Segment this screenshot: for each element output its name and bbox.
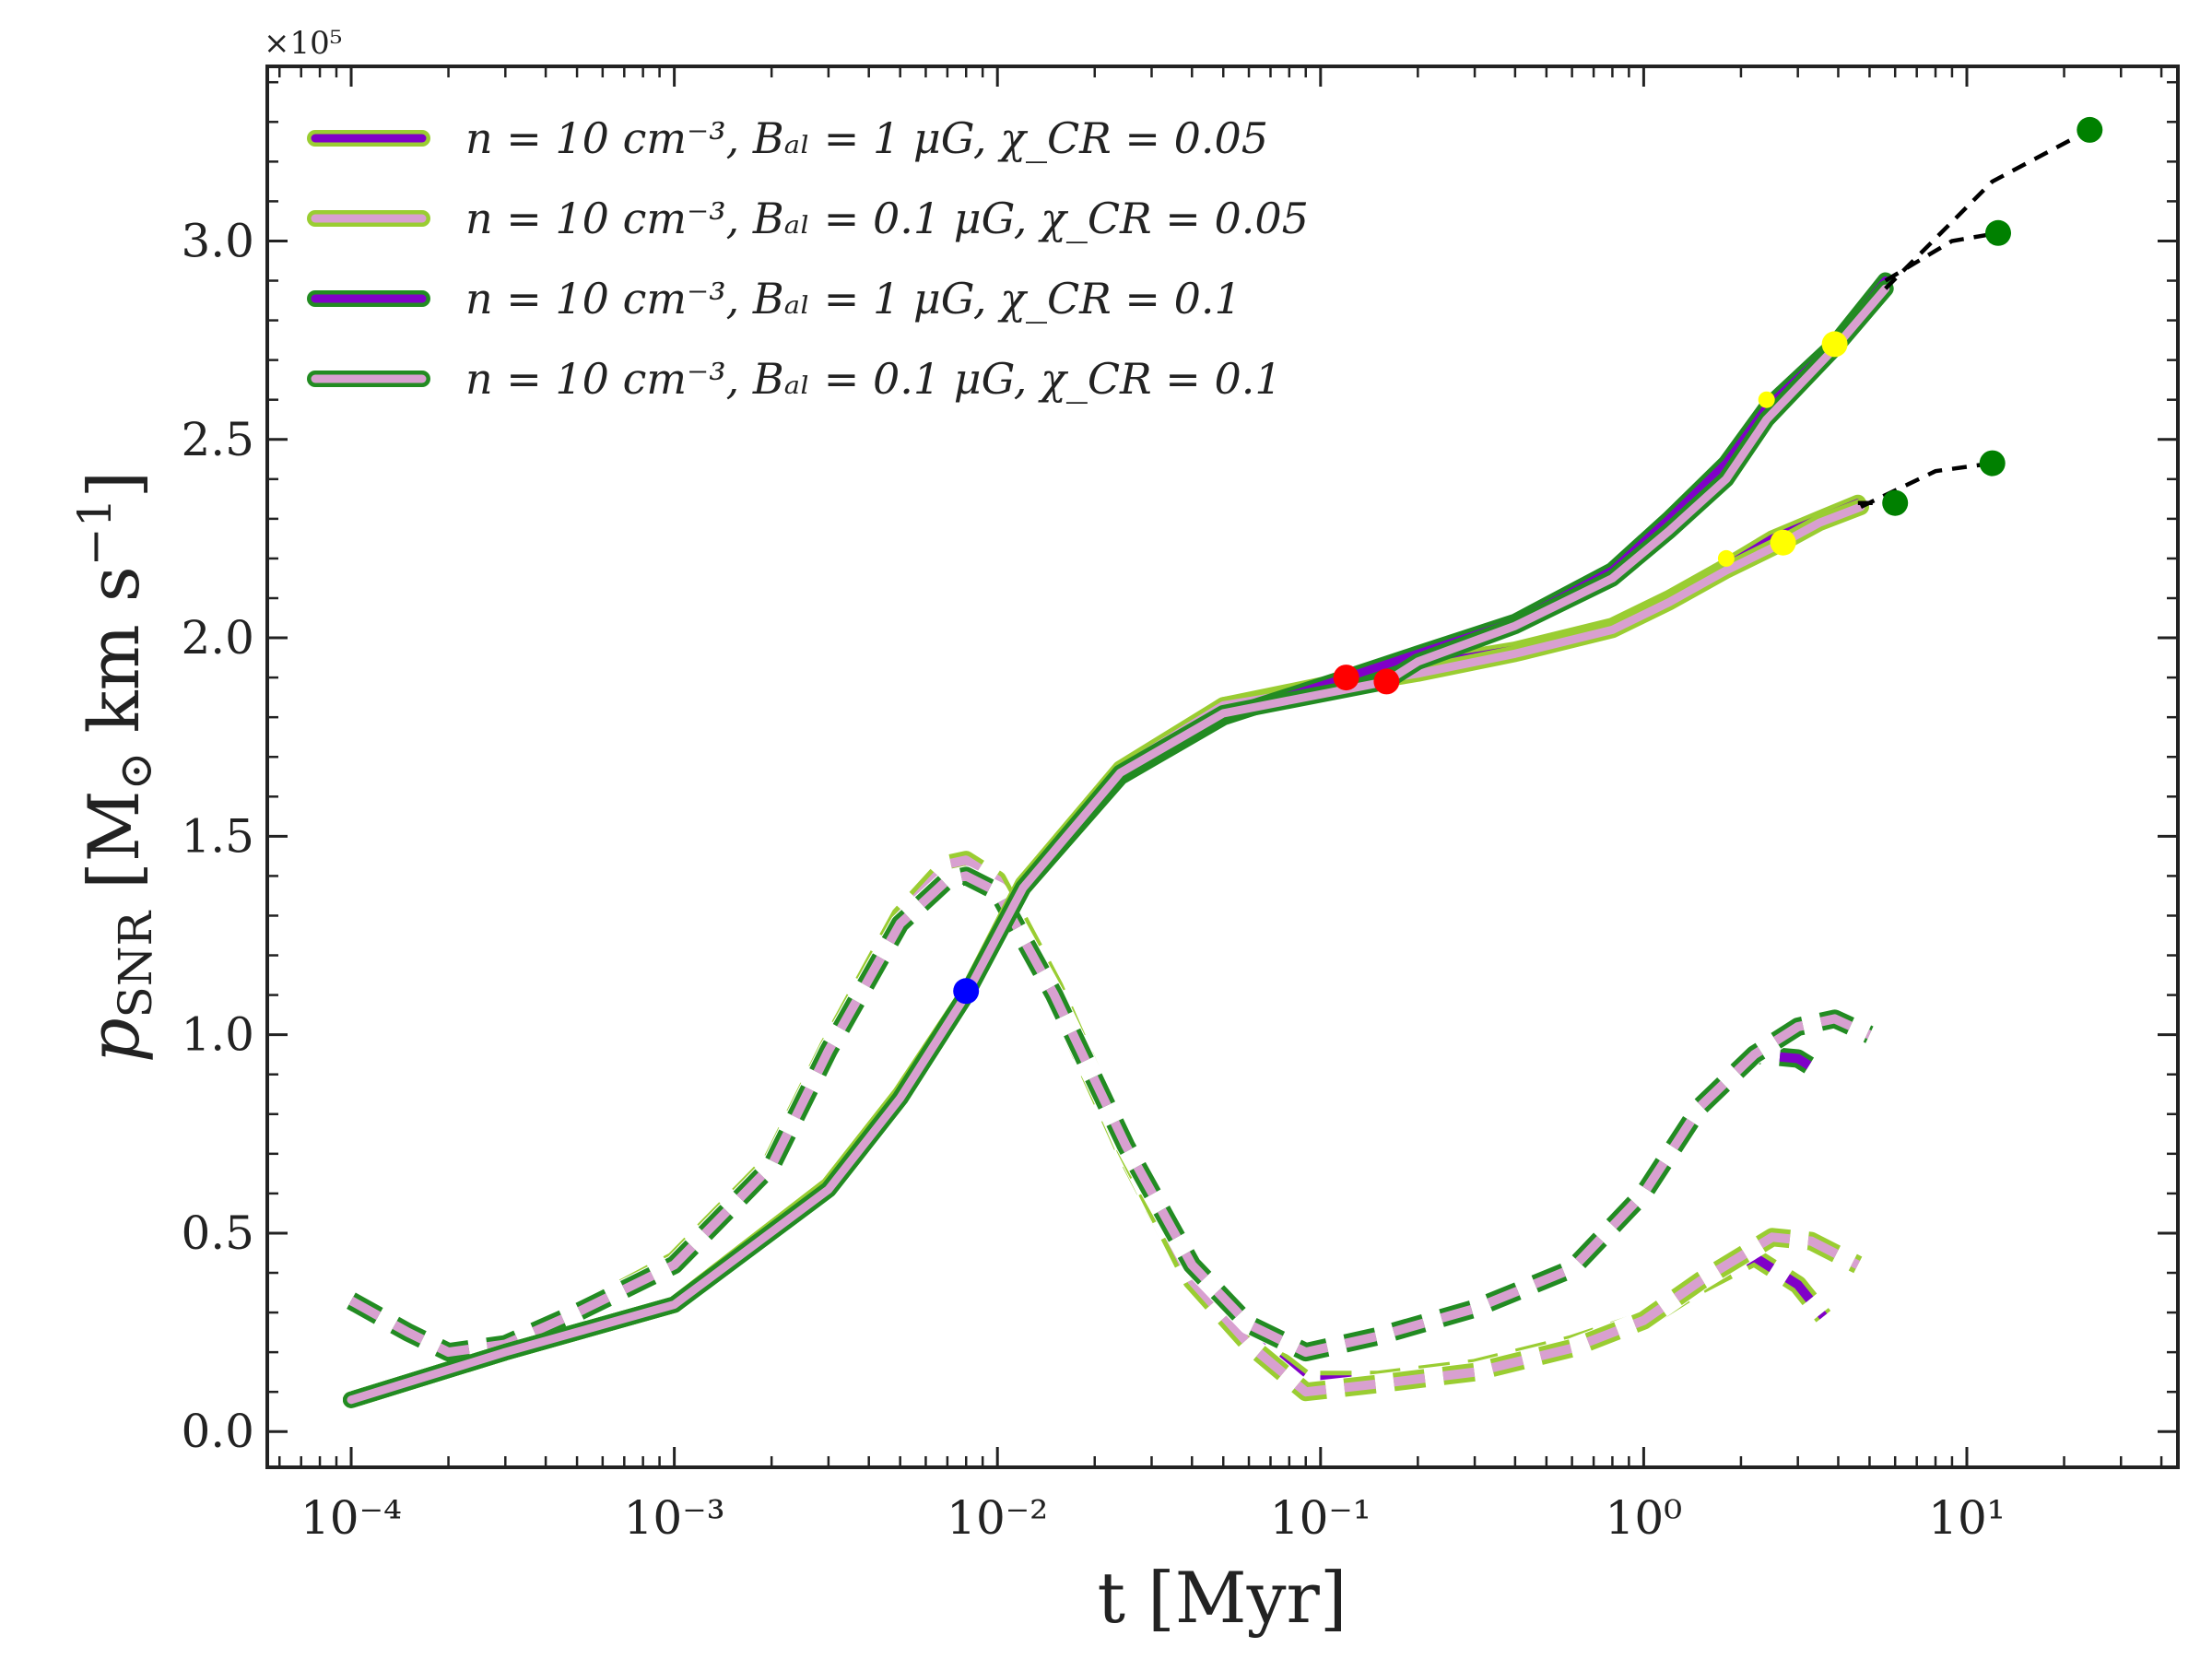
series-1-marker-1: [1717, 549, 1735, 567]
legend-label-3: n = 10 cm⁻³, Bₐₗ = 1 μG, χ_CR = 0.1: [465, 274, 1241, 324]
series-4-continuation-line: [1884, 127, 2091, 290]
x-tick-label: 10⁻¹: [1270, 1491, 1371, 1545]
transition-marker-1: [953, 978, 980, 1005]
series-2-marker-2: [1979, 450, 2006, 477]
x-tick-label: 10⁻²: [947, 1491, 1048, 1545]
y-axis-title-close: ]: [73, 471, 155, 499]
svg-text:pSNR[M⊙km s−1]: pSNR [M⊙ km s−1]: [68, 471, 162, 1063]
legend-label-1: n = 10 cm⁻³, Bₐₗ = 1 μG, χ_CR = 0.05: [465, 113, 1268, 163]
series-3-marker-1: [1758, 391, 1775, 408]
y-axis-multiplier: ×10⁵: [264, 25, 342, 62]
x-tick-label: 10⁻³: [624, 1491, 725, 1545]
x-tick-label: 10¹: [1928, 1491, 2006, 1545]
legend-label-2: n = 10 cm⁻³, Bₐₗ = 0.1 μG, χ_CR = 0.05: [465, 194, 1309, 243]
y-tick-label: 1.0: [181, 1008, 254, 1062]
series-4-marker-2: [1373, 668, 1400, 695]
y-axis-title-symbol: p: [73, 1018, 155, 1064]
y-tick-label: 1.5: [181, 809, 254, 863]
y-axis-title-units-subscript: ⊙: [109, 751, 162, 790]
series-2-marker-1: [1770, 529, 1796, 556]
y-tick-label: 0.5: [181, 1206, 254, 1260]
legend-label-4: n = 10 cm⁻³, Bₐₗ = 0.1 μG, χ_CR = 0.1: [465, 354, 1282, 404]
series-4-marker-1: [1821, 331, 1848, 358]
legend: n = 10 cm⁻³, Bₐₗ = 1 μG, χ_CR = 0.05 n = …: [307, 113, 1309, 404]
series-4-dashed-inner: [348, 871, 1872, 1358]
y-axis-title: pSNR [M⊙ km s−1]: [68, 471, 162, 1063]
axis-ticks: [267, 66, 2178, 1467]
series-3-marker-3: [1985, 219, 2011, 246]
x-tick-label: 10⁻⁴: [300, 1491, 402, 1545]
series-4-solid-inner: [347, 284, 1890, 1405]
y-axis-title-subscript: SNR: [109, 911, 162, 1018]
axis-tick-labels: 0.0 0.5 1.0 1.5 2.0 2.5 3.0 10⁻⁴ 10⁻³ 10⁻² 10⁻¹ 10⁰…: [181, 214, 2005, 1545]
y-tick-label: 2.0: [181, 611, 254, 665]
series-3-marker-2: [1333, 665, 1359, 691]
series-4-marker-3: [2077, 116, 2103, 143]
x-tick-label: 10⁰: [1606, 1491, 1683, 1545]
x-axis-title: t [Myr]: [1097, 1557, 1347, 1639]
y-axis-title-units-tail: km s: [73, 566, 155, 733]
y-axis-title-units-superscript: −1: [68, 498, 122, 566]
y-axis-title-units: [M: [73, 790, 155, 888]
y-tick-label: 0.0: [181, 1405, 254, 1458]
y-tick-label: 2.5: [181, 413, 254, 466]
series-1-marker-2: [1882, 489, 1909, 516]
y-tick-label: 3.0: [181, 214, 254, 267]
plot-area: [343, 116, 2103, 1408]
